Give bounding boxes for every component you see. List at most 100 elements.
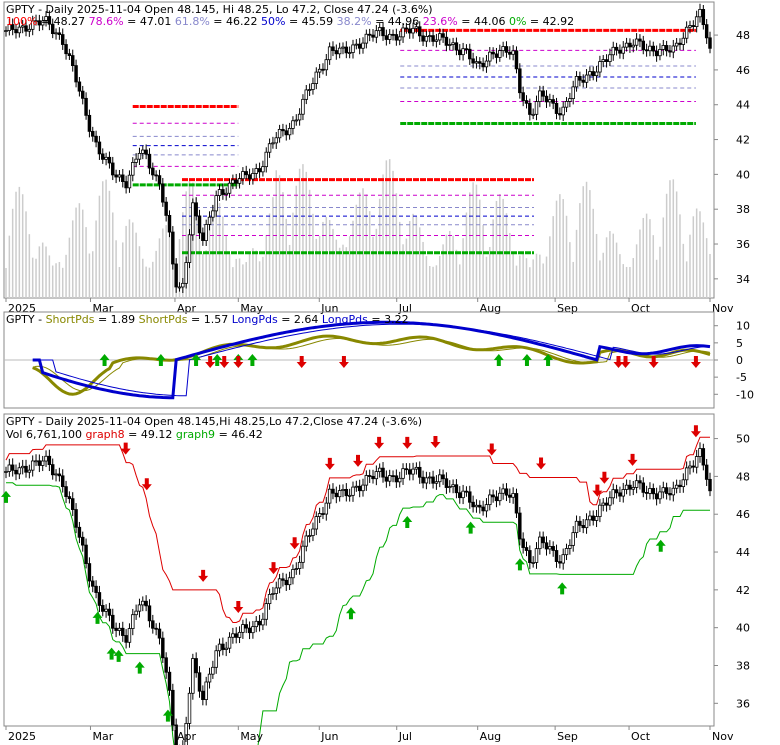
candle-body [478, 61, 482, 64]
candle-body [154, 627, 158, 630]
candle-body [257, 620, 262, 626]
candle-body [267, 143, 272, 153]
candle-body [47, 16, 52, 25]
candle-body [591, 71, 595, 77]
sell-arrow-icon [486, 443, 497, 456]
candle-body [354, 43, 359, 46]
candle-body [524, 547, 529, 551]
candle-body [7, 24, 12, 31]
candle-body [107, 156, 112, 164]
candle-body [50, 23, 55, 34]
candle-body [111, 614, 115, 629]
candle-body [40, 460, 45, 466]
candle-body [377, 27, 382, 32]
y-tick-label: 38 [736, 659, 750, 672]
candle-body [20, 25, 25, 28]
candle-body [84, 97, 88, 116]
candle-body [87, 114, 92, 132]
candle-body [211, 666, 215, 675]
candle-body [174, 263, 178, 288]
candle-body [518, 512, 522, 540]
candle-body [387, 475, 392, 482]
candle-body [71, 498, 75, 510]
candle-body [397, 477, 402, 483]
ema-channel-panel: 36 38 40 42 44 46 48 50 2025 Mar Apr May Jun Jul Aug Se… [1, 413, 750, 745]
candle-body [671, 487, 676, 496]
candle-body [441, 474, 445, 480]
sell-arrow-icon [430, 436, 441, 449]
candle-body [317, 68, 322, 73]
candle-body [354, 485, 359, 488]
fib-level-value: = 47.01 [127, 15, 171, 28]
candle-body [157, 175, 162, 185]
candle-body [551, 99, 555, 104]
fib-level-label: 61.8% [171, 15, 213, 28]
candle-body [187, 234, 192, 263]
candle-body [321, 513, 325, 515]
candle-body [81, 90, 85, 99]
y-tick-label: 36 [736, 238, 750, 251]
candle-body [451, 484, 455, 488]
candle-body [421, 35, 425, 42]
candle-body [87, 563, 92, 582]
y-tick-label: 42 [736, 584, 750, 597]
candle-body [317, 513, 322, 518]
candle-body [631, 487, 635, 490]
candle-body [181, 282, 185, 288]
candle-body [417, 466, 422, 478]
candle-body [227, 636, 232, 649]
candle-body [458, 49, 462, 56]
x-tick-label: Mar [92, 730, 113, 743]
candle-body [374, 30, 379, 38]
candle-body [244, 171, 248, 176]
candle-body [471, 58, 475, 64]
candle-body [624, 42, 629, 48]
candle-body [304, 89, 309, 100]
candle-body [461, 48, 465, 56]
candle-body [468, 491, 472, 503]
candle-body [261, 166, 265, 173]
long-pds-fast-line [32, 320, 711, 400]
buy-arrow-icon [402, 516, 413, 529]
candle-body [311, 528, 315, 536]
candle-body [301, 98, 305, 115]
fib-level-value: = 42.92 [530, 15, 574, 28]
candle-body [441, 33, 445, 38]
sell-arrow-icon [120, 442, 131, 455]
candle-body [277, 578, 282, 589]
candle-body [561, 554, 565, 564]
candle-body [144, 600, 148, 607]
candle-body [541, 536, 545, 544]
candle-body [101, 605, 105, 612]
fib-level-value: = 45.59 [289, 15, 333, 28]
candle-body [227, 182, 232, 194]
sell-arrow-icon [233, 601, 244, 614]
sell-arrow-icon [620, 356, 631, 368]
candle-body [471, 501, 475, 508]
candle-body [24, 25, 28, 32]
candle-body [341, 489, 345, 491]
candle-body [157, 628, 162, 639]
candle-body [508, 51, 512, 55]
candle-body [671, 45, 676, 53]
candle-body [644, 49, 649, 52]
candle-body [134, 610, 138, 616]
candle-body [47, 455, 52, 465]
candle-body [531, 562, 535, 564]
fib-level-value: = 46.22 [213, 15, 257, 28]
x-tick-label: 2025 [8, 730, 36, 743]
sell-arrow-icon [296, 356, 307, 368]
candle-body [591, 515, 595, 521]
x-tick-label: Jun [320, 730, 338, 743]
candle-body [651, 488, 656, 495]
candle-body [411, 27, 415, 34]
candle-body [224, 647, 228, 650]
fib-level-value: = 48.27 [41, 15, 85, 28]
candle-body [24, 465, 28, 473]
candle-body [588, 71, 592, 76]
candle-body [64, 44, 68, 55]
candle-body [601, 59, 605, 63]
candle-body [638, 38, 642, 42]
candle-body [7, 464, 12, 472]
pds-series-value: = 1.57 [191, 313, 228, 326]
